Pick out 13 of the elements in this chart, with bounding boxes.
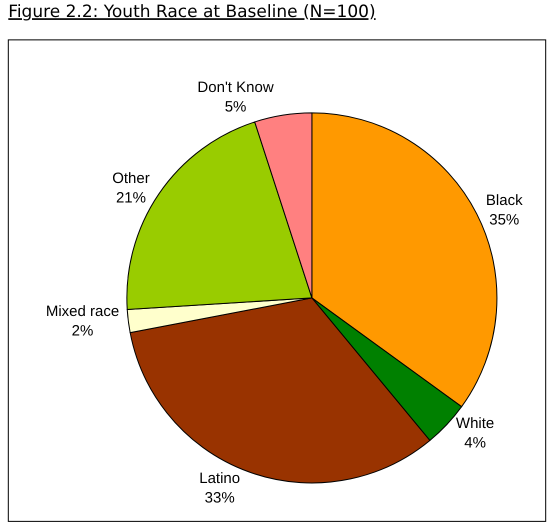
slice-label: White bbox=[456, 414, 494, 432]
slice-label: Other bbox=[112, 170, 150, 187]
slice-label: Mixed race bbox=[46, 303, 120, 320]
data-label: 2% bbox=[72, 322, 94, 340]
slice-label: Don't Know bbox=[197, 79, 274, 96]
chart-title: Figure 2.2: Youth Race at Baseline (N=100) bbox=[8, 2, 376, 22]
slice-label: Latino bbox=[199, 470, 240, 487]
data-label: 21% bbox=[116, 189, 146, 206]
data-label: 5% bbox=[224, 98, 246, 116]
data-label: 35% bbox=[489, 211, 520, 228]
data-label: 4% bbox=[464, 434, 486, 452]
slice-label: Black bbox=[486, 192, 524, 209]
data-label: 33% bbox=[204, 489, 235, 506]
